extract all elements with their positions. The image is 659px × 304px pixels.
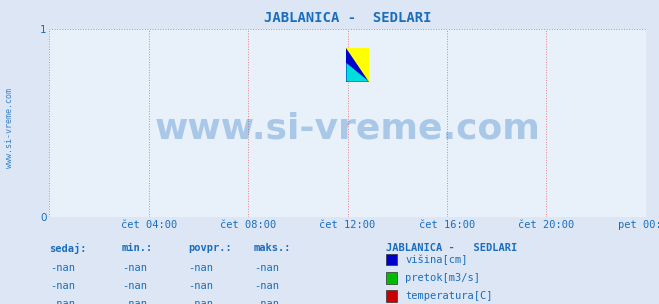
Text: -nan: -nan — [188, 263, 214, 273]
Text: sedaj:: sedaj: — [49, 243, 87, 254]
Title: JABLANICA -  SEDLARI: JABLANICA - SEDLARI — [264, 11, 432, 25]
Text: -nan: -nan — [188, 299, 214, 304]
Text: pretok[m3/s]: pretok[m3/s] — [405, 273, 480, 283]
Text: -nan: -nan — [50, 281, 75, 291]
Text: maks.:: maks.: — [254, 243, 291, 253]
Text: -nan: -nan — [50, 299, 75, 304]
Text: -nan: -nan — [254, 263, 279, 273]
Text: -nan: -nan — [123, 263, 148, 273]
Polygon shape — [347, 63, 369, 82]
Text: temperatura[C]: temperatura[C] — [405, 291, 493, 301]
Text: -nan: -nan — [123, 299, 148, 304]
Text: www.si-vreme.com: www.si-vreme.com — [155, 112, 540, 146]
Text: -nan: -nan — [254, 281, 279, 291]
Bar — [347, 48, 369, 82]
Text: povpr.:: povpr.: — [188, 243, 231, 253]
Polygon shape — [347, 48, 369, 82]
Text: -nan: -nan — [188, 281, 214, 291]
Text: JABLANICA -   SEDLARI: JABLANICA - SEDLARI — [386, 243, 517, 253]
Text: -nan: -nan — [50, 263, 75, 273]
Text: min.:: min.: — [122, 243, 153, 253]
Text: www.si-vreme.com: www.si-vreme.com — [5, 88, 14, 168]
Text: -nan: -nan — [254, 299, 279, 304]
Text: višina[cm]: višina[cm] — [405, 254, 468, 265]
Text: -nan: -nan — [123, 281, 148, 291]
